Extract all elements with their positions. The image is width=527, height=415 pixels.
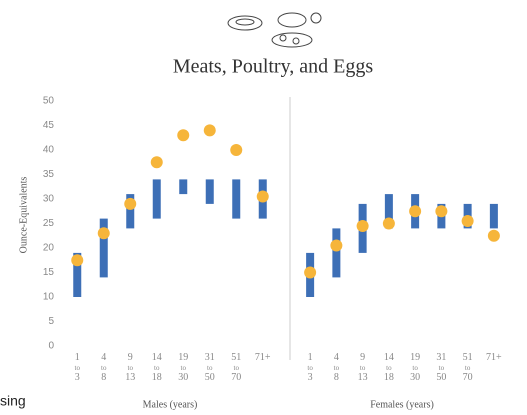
range-bar (179, 179, 187, 194)
x-axis-label: Females (years) (370, 399, 434, 410)
x-axis-label: Males (years) (143, 399, 198, 410)
range-bar (232, 179, 240, 218)
y-axis-label: Ounce-Equivalents (18, 177, 29, 254)
intake-dot (257, 191, 269, 203)
y-tick-label: 15 (43, 267, 55, 278)
y-tick-label: 30 (43, 194, 55, 205)
range-bar (153, 179, 161, 218)
intake-dot (230, 144, 242, 156)
y-tick-label: 45 (43, 120, 55, 131)
chart: Meats, Poultry, and Eggs Ounce-Equivalen… (0, 0, 527, 415)
y-tick-label: 50 (43, 96, 55, 107)
x-tick-label: 71+ (255, 352, 271, 363)
intake-dot (304, 267, 316, 279)
intake-dot (177, 129, 189, 141)
y-tick-label: 40 (43, 145, 55, 156)
intake-dot (151, 156, 163, 168)
x-tick-label: 71+ (486, 352, 502, 363)
intake-dot (124, 198, 136, 210)
chart-title: Meats, Poultry, and Eggs (173, 56, 374, 78)
range-bar (206, 179, 214, 204)
intake-dot (98, 227, 110, 239)
intake-dot (204, 124, 216, 136)
y-tick-label: 20 (43, 243, 55, 254)
y-tick-label: 5 (48, 316, 54, 327)
intake-dot (462, 215, 474, 227)
intake-dot (71, 254, 83, 266)
range-bar (332, 228, 340, 277)
y-tick-label: 25 (43, 218, 55, 229)
y-tick-label: 0 (48, 341, 54, 352)
y-tick-label: 35 (43, 169, 55, 180)
y-tick-label: 10 (43, 292, 55, 303)
intake-dot (330, 240, 342, 252)
text-fragment: sing (0, 393, 26, 409)
intake-dot (383, 218, 395, 230)
intake-dot (357, 220, 369, 232)
intake-dot (488, 230, 500, 242)
range-bar (490, 204, 498, 229)
intake-dot (435, 205, 447, 217)
intake-dot (409, 205, 421, 217)
food-icon (228, 13, 321, 47)
